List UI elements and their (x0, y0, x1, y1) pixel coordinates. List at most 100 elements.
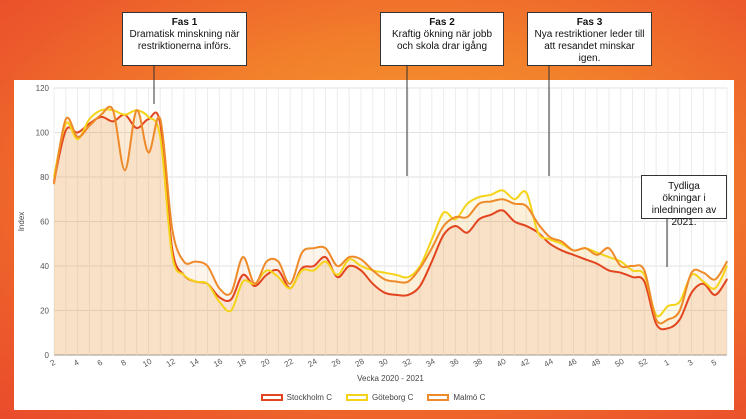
data-point-2 (124, 169, 126, 172)
data-point-2 (289, 283, 291, 285)
data-point-2 (277, 260, 280, 263)
x-tick-label: 34 (424, 356, 437, 369)
callout-2021-text: Tydliga ökningar i inledningen av 2021. (651, 181, 717, 228)
data-point-1 (147, 116, 150, 118)
y-axis-title: Index (17, 212, 26, 232)
y-tick-label: 100 (36, 129, 50, 138)
data-point-2 (265, 260, 268, 263)
data-point-2 (336, 265, 339, 267)
data-point-2 (383, 278, 386, 281)
data-point-1 (336, 274, 339, 276)
data-point-2 (183, 260, 185, 263)
x-tick-label: 22 (283, 356, 296, 369)
callout-phase-1-title: Fas 1 (171, 17, 198, 28)
data-point-2 (537, 222, 539, 225)
y-tick-label: 40 (40, 262, 49, 271)
data-point-0 (726, 278, 728, 281)
data-point-2 (643, 269, 646, 272)
legend-label-malmo: Malmö C (453, 393, 486, 402)
data-point-2 (53, 182, 55, 185)
data-point-0 (549, 242, 551, 245)
data-point-2 (242, 256, 244, 258)
data-point-0 (135, 127, 138, 129)
data-point-2 (596, 254, 598, 256)
data-point-1 (360, 265, 362, 267)
data-point-0 (525, 225, 528, 227)
data-point-2 (218, 287, 221, 290)
data-point-2 (490, 200, 492, 203)
data-point-0 (560, 249, 563, 252)
data-point-2 (619, 265, 622, 267)
data-point-0 (218, 296, 221, 298)
x-tick-label: 6 (96, 358, 105, 368)
data-point-1 (619, 260, 622, 263)
data-point-0 (112, 120, 114, 123)
legend-item-goteborg: Göteborg C (345, 393, 413, 402)
data-point-2 (631, 265, 634, 267)
data-point-1 (76, 138, 79, 140)
x-tick-label: 40 (495, 356, 508, 369)
data-point-1 (312, 269, 315, 272)
data-point-2 (655, 318, 657, 321)
y-tick-label: 20 (40, 307, 49, 316)
series-line-2 (53, 105, 728, 325)
callout-phase-2-text: Kraftig ökning när jobb och skola drar i… (391, 29, 493, 52)
data-point-0 (667, 327, 669, 330)
series-line-1 (53, 108, 728, 318)
y-tick-label: 80 (40, 173, 49, 182)
callout-phase-3-title: Fas 3 (576, 17, 603, 28)
data-point-0 (383, 291, 386, 294)
data-point-1 (407, 276, 410, 278)
x-tick-label: 16 (212, 356, 225, 369)
data-point-1 (714, 287, 716, 290)
x-tick-label: 20 (259, 356, 272, 369)
data-point-0 (88, 122, 91, 125)
data-point-1 (454, 218, 457, 221)
data-point-0 (277, 269, 280, 272)
callout-phase-3-text: Nya restriktioner leder till att resande… (534, 29, 645, 64)
series-area-1 (54, 109, 727, 355)
data-point-2 (466, 216, 469, 218)
data-point-1 (124, 113, 126, 116)
data-point-2 (135, 109, 138, 112)
data-point-0 (312, 265, 315, 267)
data-point-2 (678, 309, 681, 312)
x-tick-label: 14 (188, 356, 201, 369)
x-tick-label: 12 (165, 356, 178, 369)
data-point-2 (360, 258, 362, 261)
data-point-2 (525, 205, 528, 207)
x-tick-label: 18 (236, 356, 249, 369)
data-point-0 (619, 271, 622, 274)
series-area-2 (54, 106, 727, 355)
legend-label-stockholm: Stockholm C (286, 393, 332, 402)
data-point-0 (454, 225, 457, 227)
data-point-1 (242, 280, 244, 283)
data-point-1 (383, 271, 386, 274)
data-point-2 (431, 247, 433, 249)
data-point-2 (253, 283, 256, 285)
data-point-0 (431, 260, 433, 263)
data-point-1 (702, 280, 705, 283)
data-point-2 (324, 247, 327, 249)
data-point-1 (596, 251, 598, 254)
data-point-1 (194, 280, 197, 283)
data-point-1 (348, 258, 350, 261)
x-tick-label: 52 (637, 356, 650, 369)
data-point-1 (171, 254, 173, 256)
data-point-0 (348, 265, 350, 267)
data-point-2 (100, 113, 103, 116)
data-point-1 (324, 260, 327, 263)
x-tick-label: 36 (448, 356, 461, 369)
x-tick-label: 30 (377, 356, 390, 369)
data-point-1 (289, 287, 291, 290)
data-point-0 (100, 116, 103, 118)
data-point-1 (206, 283, 209, 285)
callout-phase-1-text: Dramatisk minskning när restriktionerna … (129, 29, 240, 52)
data-point-2 (584, 247, 587, 249)
data-point-1 (230, 309, 232, 312)
data-point-1 (549, 238, 551, 241)
data-point-2 (407, 280, 410, 283)
data-point-0 (714, 294, 716, 296)
data-point-1 (466, 202, 469, 205)
